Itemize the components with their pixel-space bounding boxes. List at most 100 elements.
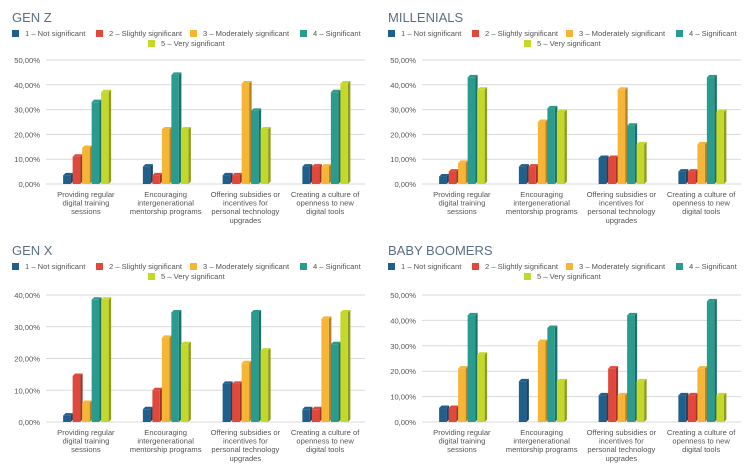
x-tick-line: Offering subsidies or: [587, 190, 657, 199]
bar: [260, 350, 269, 422]
x-tick-line: Offering subsidies or: [211, 428, 281, 437]
bar: [706, 77, 715, 184]
chart-title: BABY BOOMERS: [388, 243, 493, 258]
bar: [91, 102, 100, 184]
x-tick-line: Creating a culture of: [291, 190, 360, 199]
legend-label: 3 – Moderately significant: [579, 262, 666, 271]
bar: [241, 363, 250, 422]
bar-side: [606, 155, 609, 184]
x-tick-line: mentorship programs: [130, 207, 202, 216]
x-tick-label: Providing regular digital training session…: [433, 190, 491, 216]
x-tick-line: Providing regular: [433, 190, 491, 199]
x-tick-line: intergenerational: [513, 437, 570, 446]
bar-top: [91, 99, 102, 103]
bar-top: [63, 172, 74, 176]
legend-label: 2 – Slightly significant: [485, 29, 559, 38]
bar-top: [251, 108, 262, 111]
bar-top: [556, 378, 567, 382]
legend-swatch: [96, 30, 103, 37]
bar: [608, 368, 616, 422]
bar: [556, 112, 565, 184]
bar-side: [475, 312, 478, 422]
bar-top: [72, 373, 83, 376]
x-tick-line: mentorship programs: [130, 445, 202, 454]
x-tick-line: sessions: [71, 445, 101, 454]
bar: [598, 395, 607, 422]
x-tick-label: Creating a culture of openness to new digi…: [291, 190, 360, 216]
bar-top: [537, 339, 548, 342]
x-tick-label: Encouraging intergenerational mentorship p…: [506, 190, 578, 216]
legend-swatch: [472, 263, 479, 270]
legend-label: 1 – Not significant: [401, 29, 462, 38]
bar: [547, 108, 555, 184]
x-tick-line: intergenerational: [137, 199, 194, 208]
bar-side: [338, 89, 341, 184]
legend-label: 4 – Significant: [689, 262, 738, 271]
bar-side: [695, 392, 698, 422]
bar-top: [340, 81, 351, 84]
legend-label: 5 – Very significant: [537, 39, 602, 48]
bar: [330, 344, 339, 422]
x-tick-line: Encouraging: [520, 428, 563, 437]
bar-side: [230, 381, 233, 422]
x-tick-line: incentives for: [223, 199, 268, 208]
bar-top: [439, 405, 450, 409]
bar: [439, 176, 447, 184]
bar-top: [598, 155, 609, 158]
bar-top: [706, 74, 717, 78]
bar-side: [328, 164, 332, 184]
x-tick-line: sessions: [71, 207, 101, 216]
bar-top: [232, 172, 243, 176]
bar-top: [171, 72, 182, 75]
bar-top: [706, 298, 717, 302]
legend-label: 5 – Very significant: [161, 272, 226, 281]
chart-panel-gen-z: GEN Z 1 – Not significant 2 – Slightly sig…: [0, 0, 376, 233]
x-tick-label: Encouraging intergenerational mentorship p…: [130, 428, 202, 454]
bar-top: [678, 169, 689, 172]
bar-top: [330, 89, 341, 93]
y-tick-label: 30,00%: [390, 342, 416, 351]
bar-side: [268, 348, 271, 422]
bar-top: [439, 174, 450, 177]
bar-side: [258, 108, 262, 184]
bar: [82, 148, 90, 184]
bar-side: [714, 74, 717, 184]
bar-side: [446, 405, 450, 422]
x-tick-line: digital training: [438, 199, 485, 208]
bar-top: [311, 164, 322, 167]
x-tick-line: personal technology: [211, 207, 279, 216]
x-tick-line: digital training: [438, 437, 485, 446]
bar-side: [239, 172, 243, 184]
x-tick-line: sessions: [447, 207, 477, 216]
bar-side: [188, 126, 191, 184]
y-tick-label: 50,00%: [390, 291, 416, 300]
x-tick-line: openness to new: [672, 437, 730, 446]
y-tick-label: 10,00%: [14, 155, 40, 164]
bar-top: [161, 335, 172, 338]
legend-label: 2 – Slightly significant: [109, 262, 183, 271]
bar-side: [150, 406, 153, 422]
bar-side: [545, 339, 548, 422]
x-tick-label: Creating a culture of openness to new digi…: [667, 428, 736, 454]
bar-side: [564, 378, 567, 422]
legend-swatch: [566, 30, 573, 37]
x-tick-line: personal technology: [211, 445, 279, 454]
bar-top: [302, 406, 313, 410]
x-tick-line: Encouraging: [144, 428, 187, 437]
bar: [260, 129, 269, 184]
bar-top: [458, 160, 469, 163]
x-tick-line: Providing regular: [57, 190, 115, 199]
y-tick-label: 10,00%: [390, 155, 416, 164]
legend-label: 4 – Significant: [313, 29, 362, 38]
bar-top: [302, 164, 313, 167]
bar-top: [687, 169, 698, 172]
bar: [518, 381, 527, 422]
bar-top: [467, 74, 478, 78]
x-tick-line: Offering subsidies or: [587, 428, 657, 437]
bar: [321, 166, 329, 184]
bar: [617, 89, 626, 184]
y-tick-label: 30,00%: [14, 323, 40, 332]
bar-top: [260, 126, 271, 130]
x-tick-line: incentives for: [223, 437, 268, 446]
bar-side: [319, 164, 322, 184]
